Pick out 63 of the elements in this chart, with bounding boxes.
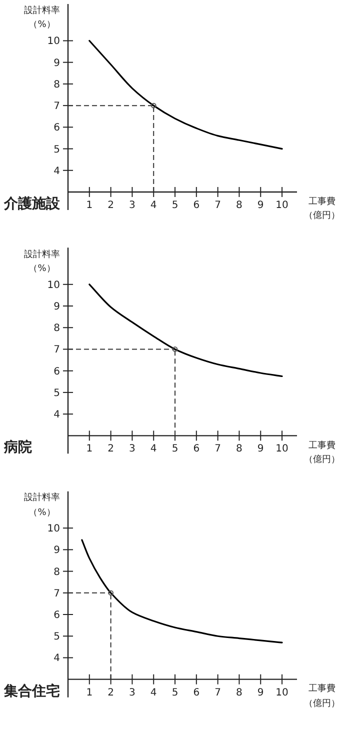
y-axis-title: 設計料率（%） [23,4,61,32]
y-tick-label: 4 [54,166,60,177]
y-tick-label: 7 [54,101,60,112]
text: 集合住宅 [3,682,60,700]
y-tick-label: 9 [54,302,60,313]
y-axis-title: 設計料率（%） [23,248,61,276]
y-tick-label: 8 [54,79,60,90]
x-tick-label: 3 [129,687,136,698]
y-tick-label: 6 [54,366,60,378]
x-tick-label: 6 [193,444,200,455]
text: 病院 [3,438,32,456]
x-axis-title: 工事費（億円） [304,684,340,709]
x-tick-label: 8 [236,200,242,211]
y-tick-label: 6 [54,122,60,134]
x-tick-label: 1 [86,444,93,455]
y-tick-label: 4 [54,653,60,664]
x-tick-label: 9 [257,687,264,698]
y-tick-label: 6 [54,610,60,622]
x-tick-label: 4 [150,444,157,455]
x-tick-label: 5 [172,444,178,455]
y-tick-label: 10 [47,524,60,535]
line-series [88,284,283,378]
y-tick-label: 4 [54,410,60,421]
x-tick-label: 6 [193,687,200,698]
x-tick-label: 8 [236,687,242,698]
x-tick-label: 10 [276,687,288,698]
y-tick-label: 7 [54,344,60,356]
x-tick-label: 6 [193,200,200,211]
y-tick-label: 5 [54,632,60,643]
x-tick-label: 8 [236,444,242,455]
y-tick-label: 10 [47,36,60,48]
x-tick-label: 2 [108,444,114,455]
x-tick-label: 4 [150,200,157,211]
x-tick-label: 1 [86,200,93,211]
x-tick-label: 3 [129,200,136,211]
x-tick-label: 10 [276,444,288,455]
y-tick-label: 9 [54,545,60,556]
x-tick-label: 2 [108,687,114,698]
y-tick-label: 5 [54,144,60,156]
x-tick-label: 9 [257,200,264,211]
x-tick-label: 7 [214,444,221,455]
x-tick-label: 4 [150,687,157,698]
x-tick-label: 1 [86,687,93,698]
x-tick-label: 9 [257,444,264,455]
y-tick-label: 8 [54,323,60,334]
y-axis-title: 設計料率（%） [23,492,61,520]
y-tick-label: 7 [54,588,60,600]
x-tick-label: 7 [214,687,221,698]
x-tick-label: 5 [172,200,178,211]
y-tick-label: 5 [54,388,60,399]
y-tick-label: 9 [54,58,60,69]
x-tick-label: 7 [214,200,221,211]
line-series [88,40,283,150]
y-tick-label: 8 [54,566,60,578]
text: 介護施設 [3,195,61,212]
x-axis-title: 工事費（億円） [304,440,340,466]
x-tick-label: 10 [276,200,288,211]
x-axis-title: 工事費（億円） [304,197,340,222]
x-tick-label: 3 [129,444,136,455]
x-tick-label: 5 [172,687,178,698]
x-tick-label: 2 [108,200,114,211]
y-tick-label: 10 [47,280,60,291]
line-series [81,539,283,644]
